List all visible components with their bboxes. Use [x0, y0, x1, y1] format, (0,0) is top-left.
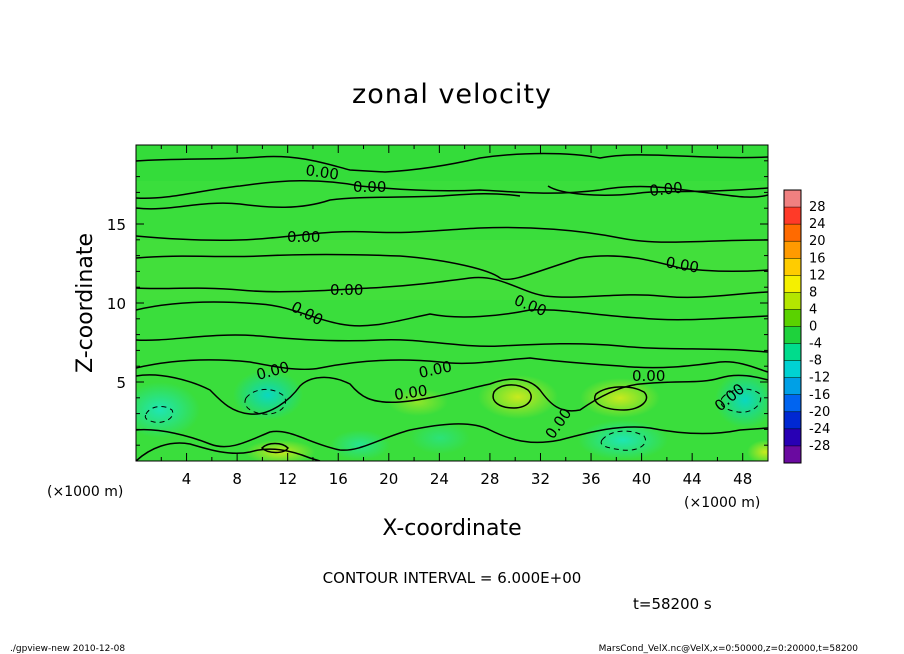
colorbar: 28 24 20 16 12 8 4 0 -4 -8 -12 -16 -20 -24 -28	[783, 189, 830, 464]
colorbar-swatch	[784, 343, 801, 361]
colorbar-label: 4	[809, 302, 817, 317]
contour-line-negative	[600, 430, 646, 451]
x-tick-label: 32	[531, 470, 550, 488]
negative-patch	[233, 370, 303, 420]
x-tick-label: 48	[733, 470, 752, 488]
colorbar-swatch	[784, 309, 801, 327]
negative-patch	[330, 430, 390, 460]
x-tick-label: 16	[329, 470, 348, 488]
positive-patch	[747, 440, 768, 461]
y-axis-ticks: 5 10 15	[107, 160, 768, 446]
contour-label: 0.00	[664, 253, 700, 277]
positive-patch	[388, 388, 448, 416]
contour-line-negative	[244, 389, 286, 415]
contour-line	[136, 253, 768, 281]
x-tick-label: 40	[632, 470, 651, 488]
contour-line	[594, 386, 648, 411]
x-tick-label: 24	[430, 470, 449, 488]
contour-line	[136, 374, 768, 415]
y-tick-label: 5	[116, 374, 126, 392]
x-axis-unit: (×1000 m)	[684, 495, 760, 511]
contour-labels: 0.00 0.00 0.00 0.00 0.00 0.00 0.00 0.00 …	[254, 161, 748, 442]
chart-title: zonal velocity	[352, 79, 552, 110]
contour-label: 0.00	[353, 178, 386, 196]
colorbar-label: 16	[809, 251, 826, 266]
contour-line	[136, 334, 768, 353]
contour-line	[136, 301, 768, 327]
colorbar-swatch	[784, 394, 801, 413]
x-tick-label: 12	[278, 470, 297, 488]
contour-lines	[136, 152, 768, 461]
x-tick-label: 4	[182, 470, 192, 488]
colorbar-label: 0	[809, 320, 817, 335]
colorbar-label: 20	[809, 234, 826, 249]
contour-line-negative	[144, 406, 174, 423]
footer-left: ./gpview-new 2010-12-08	[10, 644, 125, 654]
colorbar-swatch	[784, 445, 801, 464]
x-tick-label: 8	[232, 470, 242, 488]
x-axis-title: X-coordinate	[382, 516, 521, 541]
y-tick-label: 10	[107, 295, 126, 313]
contour-line	[136, 423, 768, 451]
contour-line	[547, 185, 768, 196]
colorbar-label: -16	[809, 388, 830, 403]
x-axis-ticks: 4 8 12 16 20 24 28 32 36 40 44 48	[160, 145, 752, 488]
x-tick-label: 44	[683, 470, 702, 488]
colorbar-label: -28	[809, 439, 830, 454]
contour-line	[136, 152, 768, 173]
colorbar-swatch	[784, 275, 801, 293]
x-tick-label: 20	[379, 470, 398, 488]
colorbar-swatch	[784, 411, 801, 430]
positive-patch	[478, 375, 558, 419]
colorbar-swatch	[784, 241, 801, 259]
colorbar-swatch	[784, 207, 801, 225]
contour-line	[136, 276, 768, 299]
colorbar-label: -12	[809, 371, 830, 386]
colorbar-label: -20	[809, 405, 830, 420]
negative-patch	[410, 422, 470, 454]
negative-patch	[715, 372, 768, 428]
field-band-upper	[136, 145, 768, 181]
contour-line	[136, 357, 768, 373]
contour-line	[136, 442, 321, 461]
colorbar-swatch	[784, 360, 801, 378]
colorbar-swatch	[784, 292, 801, 310]
contour-label: 0.00	[649, 179, 684, 200]
y-axis-unit: (×1000 m)	[47, 484, 123, 500]
colorbar-label: -24	[809, 422, 830, 437]
colorbar-swatch	[784, 224, 801, 242]
colorbar-label: 24	[809, 217, 826, 232]
contour-line-negative	[720, 388, 762, 413]
y-axis-title: Z-coordinate	[73, 233, 98, 373]
colorbar-swatch	[784, 190, 801, 208]
contour-label: 0.00	[393, 381, 429, 403]
footer-right: MarsCond_VelX.nc@VelX,x=0:50000,z=0:2000…	[599, 644, 859, 654]
contour-label: 0.00	[632, 367, 665, 385]
colorbar-label: 12	[809, 268, 826, 283]
contour-interval-text: CONTOUR INTERVAL = 6.000E+00	[323, 569, 582, 587]
colorbar-label: -4	[809, 337, 822, 352]
colorbar-label: -8	[809, 354, 822, 369]
time-text: t=58200 s	[633, 595, 712, 613]
colorbar-swatch	[784, 258, 801, 276]
contour-line	[492, 384, 532, 409]
x-tick-label: 36	[581, 470, 600, 488]
colorbar-swatch	[784, 377, 801, 396]
positive-patch	[580, 378, 660, 418]
negative-patch	[136, 382, 200, 438]
contour-label: 0.00	[287, 228, 320, 246]
contour-label: 0.00	[330, 281, 363, 299]
y-tick-label: 15	[107, 216, 126, 234]
contour-line	[260, 442, 289, 454]
contour-label: 0.00	[304, 161, 340, 183]
x-tick-label: 28	[480, 470, 499, 488]
colorbar-swatch	[784, 326, 801, 344]
contour-line	[136, 226, 768, 243]
heatmap-field	[136, 145, 768, 461]
colorbar-label: 8	[809, 285, 817, 300]
contour-line	[136, 192, 521, 210]
colorbar-swatch	[784, 428, 801, 447]
colorbar-label: 28	[809, 200, 826, 215]
